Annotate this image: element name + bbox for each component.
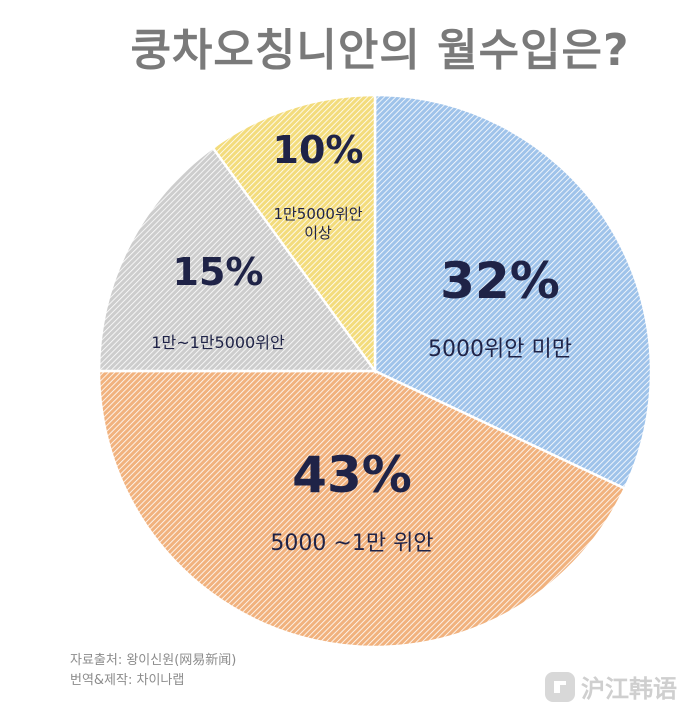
slice-category-label: 1만~1만5000위안 <box>151 333 285 352</box>
slice-percent-label: 15% <box>173 250 264 294</box>
pie-slices <box>97 93 653 649</box>
credits: 자료출처: 왕이신원(网易新闻) 번역&제작: 차이나랩 <box>70 651 236 691</box>
watermark-text: 沪江韩语 <box>581 675 677 703</box>
pie-slice-1 <box>373 93 653 491</box>
translation-credit: 번역&제작: 차이나랩 <box>70 673 185 688</box>
slice-category-label: 5000위안 미만 <box>428 337 572 362</box>
slice-percent-label: 10% <box>273 128 364 172</box>
watermark: 沪江韩语 <box>545 669 677 704</box>
hujiang-logo-icon <box>545 671 575 702</box>
pie-slice-3 <box>97 145 378 373</box>
slice-percent-label: 43% <box>292 446 412 504</box>
source-credit: 자료출처: 왕이신원(网易新闻) <box>70 653 237 668</box>
slice-category-label: 1만5000위안 이상 <box>273 205 362 242</box>
pie-slice-4 <box>211 93 377 375</box>
pie-labels: 32% 5000위안 미만 43% 5000 ~1만 위안 15% 1만~1만5000위안… <box>151 128 572 556</box>
chart-title: 쿵차오칭니안의 월수입은? <box>130 25 630 76</box>
slice-category-label: 5000 ~1만 위안 <box>270 531 433 556</box>
pie-slice-2 <box>97 369 627 649</box>
slice-percent-label: 32% <box>440 252 560 310</box>
